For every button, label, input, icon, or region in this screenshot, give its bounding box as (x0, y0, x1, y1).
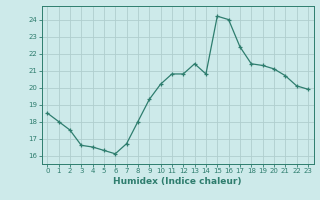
X-axis label: Humidex (Indice chaleur): Humidex (Indice chaleur) (113, 177, 242, 186)
